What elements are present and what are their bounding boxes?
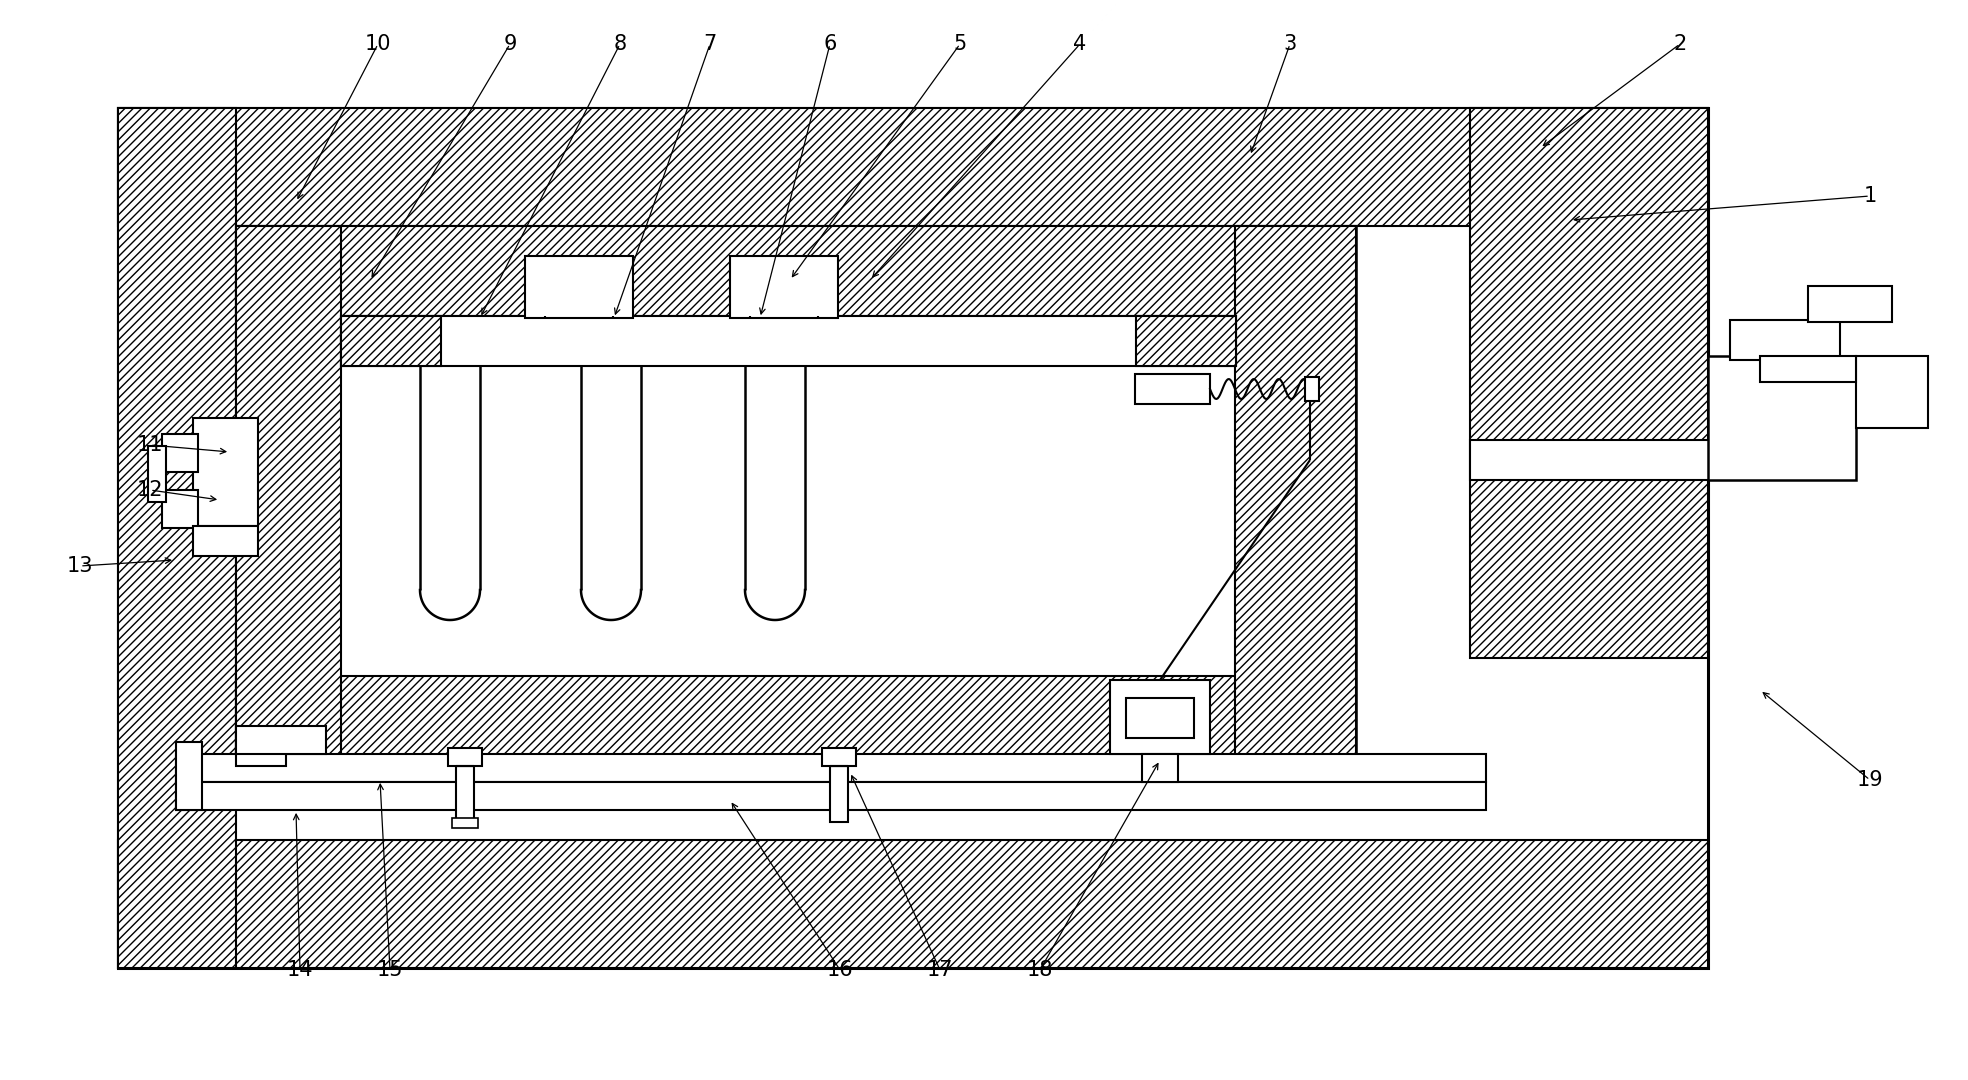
Text: 2: 2 <box>1673 33 1687 54</box>
Text: 6: 6 <box>823 33 836 54</box>
Text: 3: 3 <box>1283 33 1297 54</box>
Text: 12: 12 <box>136 480 163 500</box>
Bar <box>148 446 165 502</box>
Bar <box>830 766 848 822</box>
Bar <box>118 108 1708 968</box>
Bar <box>525 256 634 318</box>
Bar <box>1305 377 1319 401</box>
Bar <box>1110 680 1210 754</box>
Bar <box>730 256 838 318</box>
Bar <box>340 316 1236 366</box>
Bar <box>1708 356 1856 480</box>
Bar <box>1141 754 1179 782</box>
Bar <box>1236 226 1356 766</box>
Bar <box>1470 440 1759 480</box>
Bar <box>1809 286 1891 322</box>
Bar <box>823 748 856 766</box>
Text: 5: 5 <box>953 33 966 54</box>
Text: 10: 10 <box>364 33 392 54</box>
Bar <box>175 754 1486 782</box>
Bar <box>193 526 258 556</box>
Text: 7: 7 <box>703 33 716 54</box>
Bar <box>236 226 340 766</box>
Bar <box>236 726 327 754</box>
Bar <box>236 226 1356 316</box>
Bar <box>1136 374 1210 404</box>
Bar <box>118 108 236 968</box>
Bar <box>340 316 441 366</box>
Text: 15: 15 <box>376 960 403 980</box>
Bar <box>118 840 1708 968</box>
Bar <box>236 748 285 766</box>
Text: 1: 1 <box>1864 186 1877 206</box>
Bar <box>1856 356 1929 428</box>
Text: 19: 19 <box>1856 770 1883 789</box>
Bar <box>1759 356 1856 382</box>
Bar <box>175 782 1486 810</box>
Bar <box>1136 316 1236 366</box>
Bar <box>236 226 1356 766</box>
Bar <box>193 418 258 526</box>
Text: 9: 9 <box>504 33 518 54</box>
Text: 13: 13 <box>67 556 92 576</box>
Bar <box>1126 698 1195 738</box>
Text: 4: 4 <box>1073 33 1086 54</box>
Text: 8: 8 <box>614 33 626 54</box>
Bar <box>236 676 1356 766</box>
Text: 11: 11 <box>136 435 163 455</box>
Bar <box>1470 108 1708 658</box>
Bar <box>175 742 203 810</box>
Text: 16: 16 <box>827 960 854 980</box>
Bar <box>161 490 199 528</box>
Text: 14: 14 <box>287 960 313 980</box>
Bar <box>457 766 474 822</box>
Bar <box>453 818 478 828</box>
Bar <box>118 108 1708 226</box>
Bar <box>161 434 199 472</box>
Text: 18: 18 <box>1027 960 1053 980</box>
Text: 17: 17 <box>927 960 953 980</box>
Bar <box>449 748 482 766</box>
Bar <box>1730 320 1840 360</box>
